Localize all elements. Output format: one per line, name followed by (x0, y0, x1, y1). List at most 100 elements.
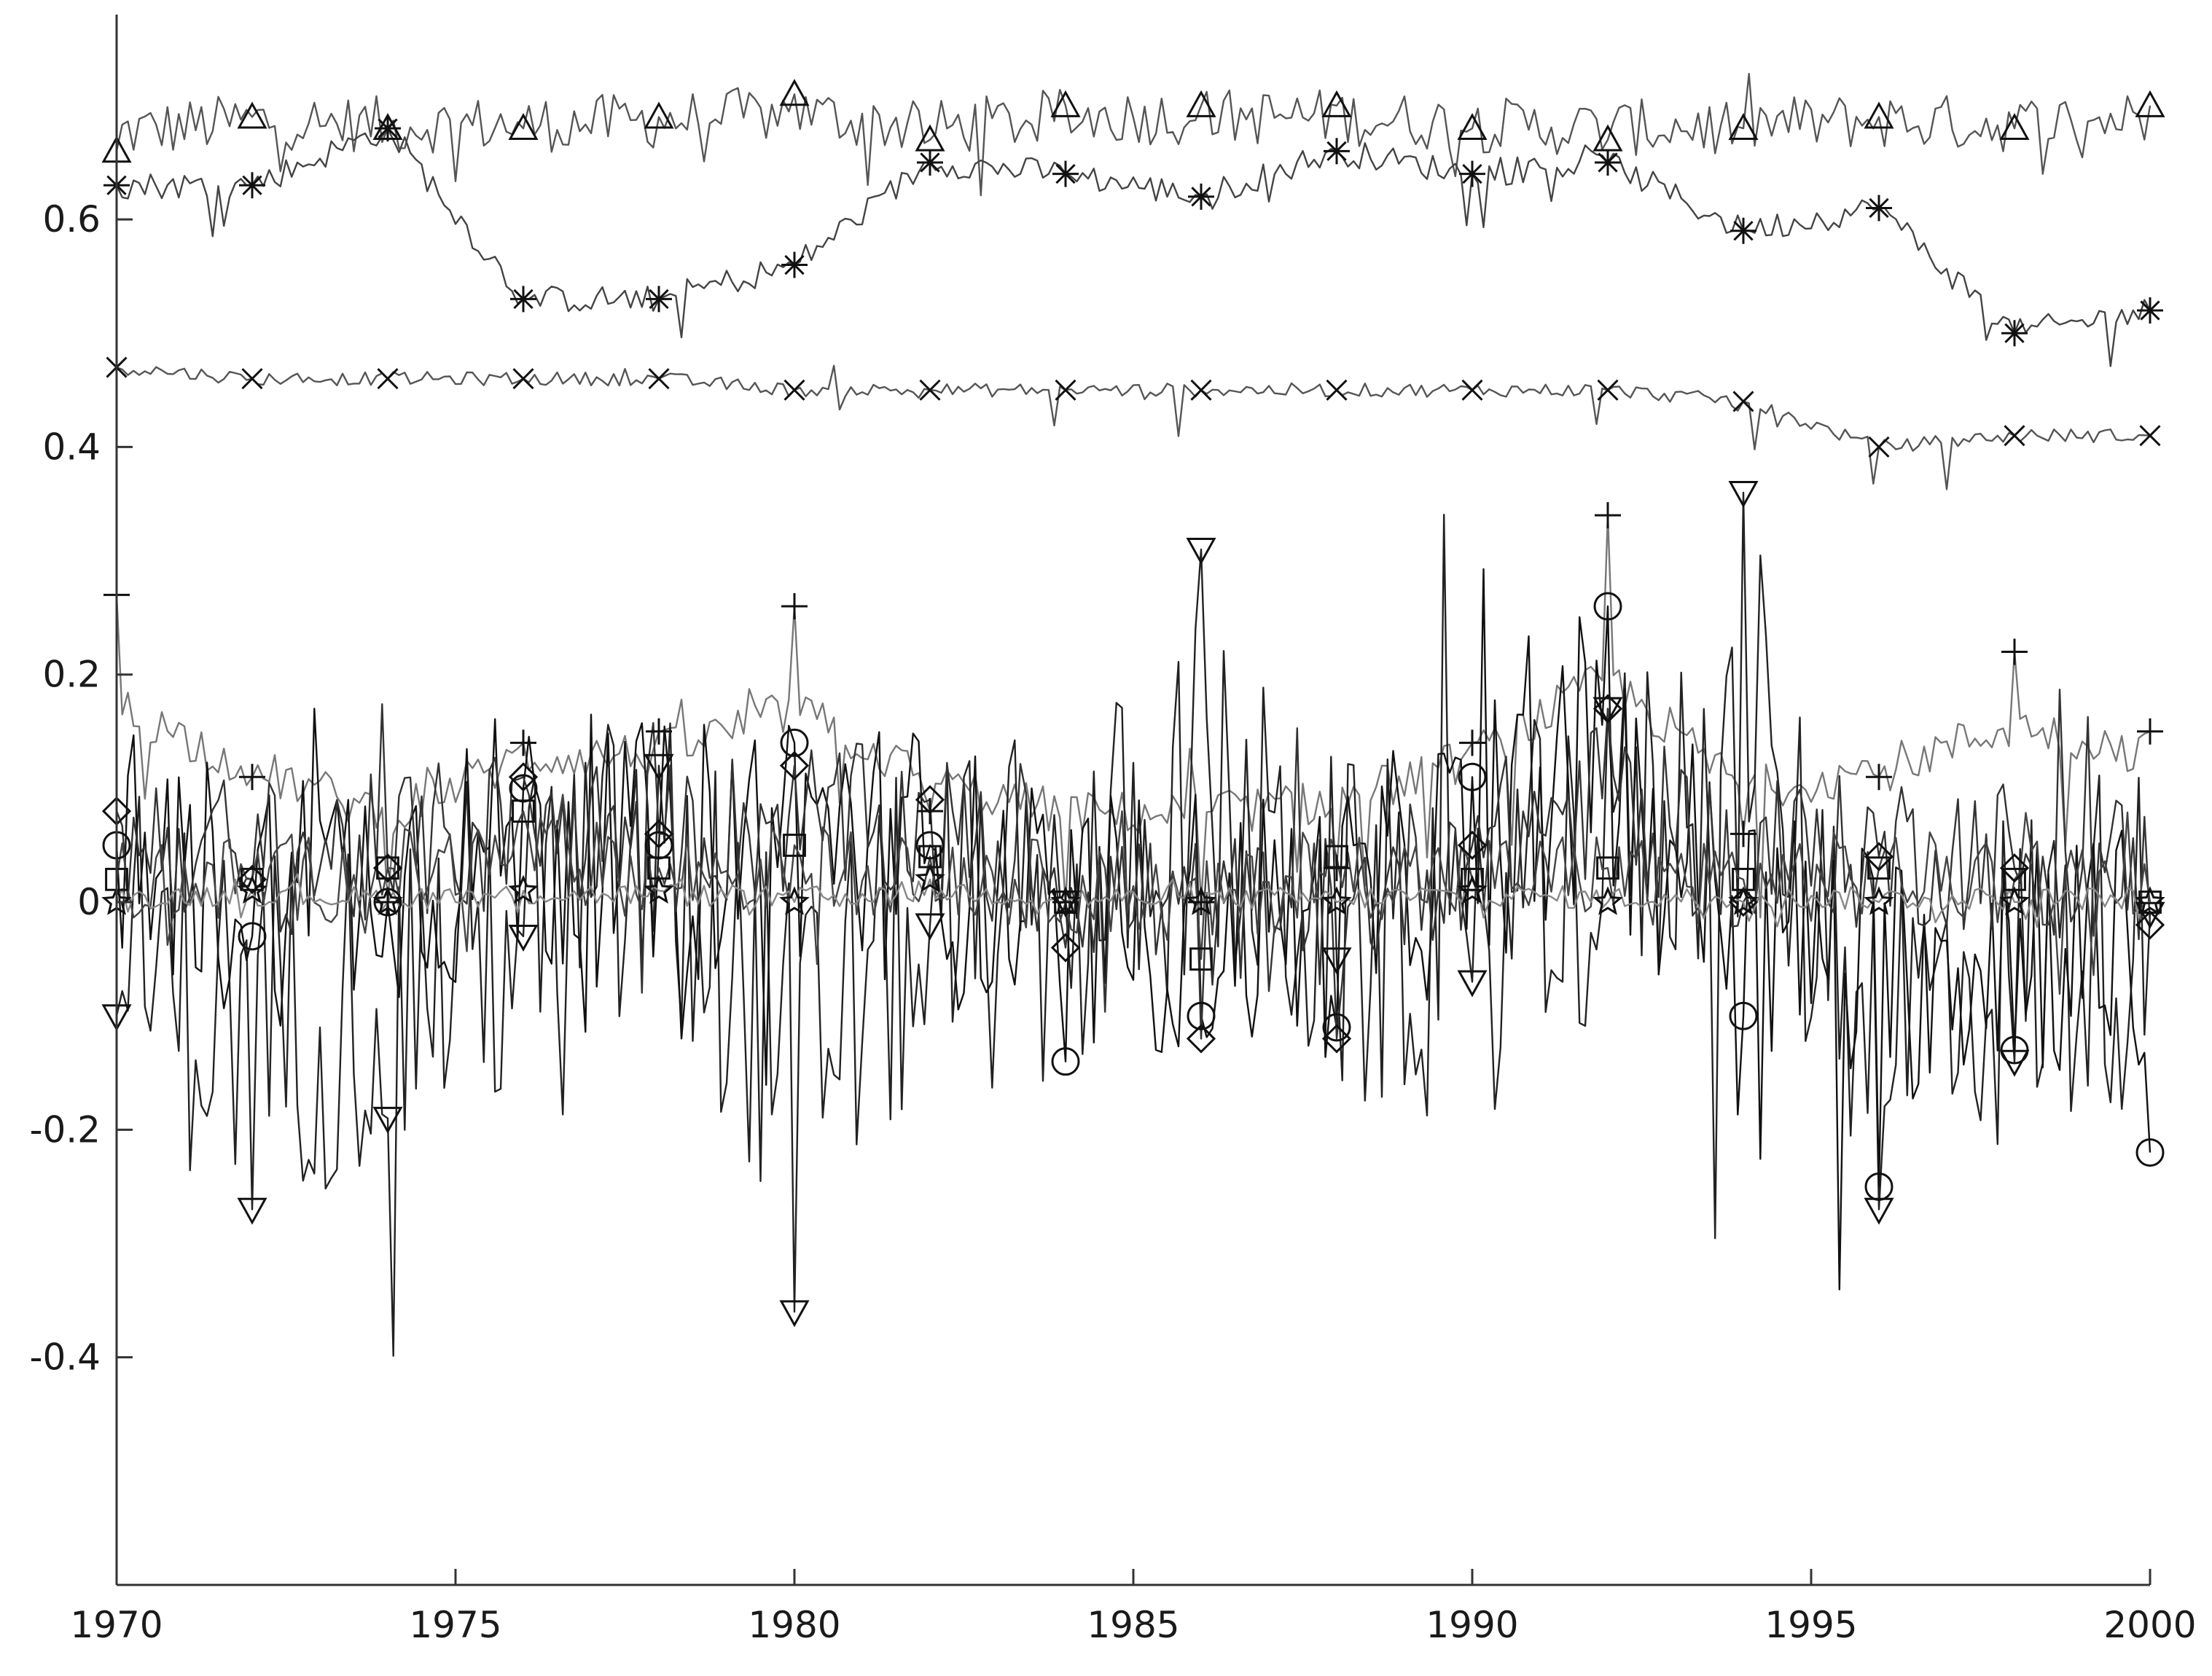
marker-x (1732, 391, 1754, 412)
marker-diamond (2135, 910, 2165, 940)
marker-x (1190, 379, 1212, 401)
marker-star (2135, 886, 2165, 915)
marker-star (508, 874, 539, 904)
marker-triangle-up (779, 79, 810, 106)
marker-triangle-down (508, 924, 539, 952)
marker-star (1457, 874, 1488, 904)
marker-asterisk (2137, 297, 2163, 324)
marker-plus (646, 718, 672, 745)
marker-asterisk (781, 251, 808, 278)
marker-group (101, 79, 2165, 1328)
marker-circle (1051, 1047, 1080, 1076)
marker-plus (510, 729, 536, 756)
marker-triangle-down (372, 1106, 403, 1134)
marker-square (1461, 867, 1484, 891)
series-line-circle (115, 568, 2152, 1291)
marker-asterisk (1459, 160, 1485, 187)
marker-triangle-up (1050, 90, 1081, 117)
marker-diamond (508, 762, 539, 792)
marker-diamond (1864, 842, 1894, 872)
series-line-triangle-down (115, 491, 2152, 1357)
series-line-plus (115, 514, 2151, 919)
marker-triangle-up (508, 113, 539, 141)
marker-triangle-up (1186, 90, 1216, 117)
marker-asterisk (1866, 195, 1892, 222)
marker-circle (1322, 1013, 1351, 1042)
marker-circle (2000, 1035, 2029, 1065)
marker-diamond (1321, 1024, 1352, 1054)
marker-triangle-down (779, 1300, 810, 1328)
marker-triangle-up (644, 101, 674, 129)
series-line-triangle-up (115, 72, 2152, 197)
x-tick-label: 1975 (409, 1604, 501, 1646)
marker-square (783, 834, 806, 857)
marker-x (2139, 425, 2161, 447)
marker-asterisk (2001, 320, 2028, 347)
marker-triangle-down (1728, 480, 1759, 508)
marker-plus (1730, 821, 1756, 847)
marker-diamond (915, 785, 945, 815)
marker-triangle-up (1728, 113, 1759, 141)
marker-circle (1458, 762, 1487, 791)
y-tick-label: -0.2 (29, 1108, 101, 1151)
marker-asterisk (239, 172, 265, 199)
marker-asterisk (1730, 217, 1756, 244)
marker-triangle-down (644, 753, 674, 781)
x-tick-label: 2000 (2103, 1604, 2196, 1646)
marker-diamond (1592, 694, 1623, 724)
marker-x (2004, 425, 2025, 447)
marker-triangle-up (1321, 90, 1352, 117)
marker-diamond (1457, 830, 1488, 861)
y-tick-label: 0 (77, 881, 101, 923)
marker-x (1868, 436, 1890, 458)
marker-star (1050, 886, 1081, 915)
marker-plus (2001, 638, 2028, 665)
marker-star (1864, 886, 1894, 915)
marker-square (376, 856, 399, 880)
marker-triangle-up (237, 101, 267, 129)
marker-triangle-down (1186, 538, 1216, 565)
marker-star (1321, 886, 1352, 915)
marker-circle (238, 922, 267, 951)
marker-square (1325, 845, 1348, 869)
marker-triangle-down (1321, 947, 1352, 975)
marker-circle (780, 728, 809, 757)
y-tick-label: 0.6 (42, 198, 101, 240)
x-tick-label: 1980 (748, 1604, 840, 1646)
marker-x (1597, 379, 1619, 401)
series-line-square (115, 794, 2152, 995)
marker-triangle-down (2135, 901, 2165, 929)
marker-plus (781, 593, 808, 620)
series-line-diamond (115, 689, 2152, 1040)
marker-star (779, 886, 810, 915)
marker-x (241, 368, 263, 390)
marker-x (648, 368, 670, 390)
marker-star (915, 863, 945, 893)
x-tick-label: 1970 (70, 1604, 163, 1646)
y-tick-label: -0.4 (29, 1336, 101, 1379)
marker-x (1326, 379, 1348, 401)
marker-square (1189, 947, 1213, 971)
marker-x (919, 379, 941, 401)
x-tick-label: 1990 (1426, 1604, 1518, 1646)
marker-diamond (372, 853, 403, 883)
marker-star (372, 886, 403, 915)
marker-square (241, 867, 264, 891)
marker-star (1592, 886, 1623, 915)
marker-plus (2137, 718, 2163, 745)
marker-triangle-down (237, 1197, 267, 1225)
marker-diamond (237, 864, 267, 894)
series-group (115, 72, 2152, 1357)
series-line-star (115, 873, 2151, 928)
marker-square (1596, 856, 1619, 880)
series-line-x (116, 364, 2151, 490)
marker-star (644, 874, 674, 904)
marker-triangle-down (915, 913, 945, 941)
marker-asterisk (1188, 183, 1214, 210)
marker-asterisk (646, 286, 672, 313)
marker-circle (1864, 1172, 1894, 1201)
marker-x (1461, 379, 1483, 401)
marker-x (1055, 379, 1076, 401)
marker-triangle-up (1457, 113, 1488, 141)
